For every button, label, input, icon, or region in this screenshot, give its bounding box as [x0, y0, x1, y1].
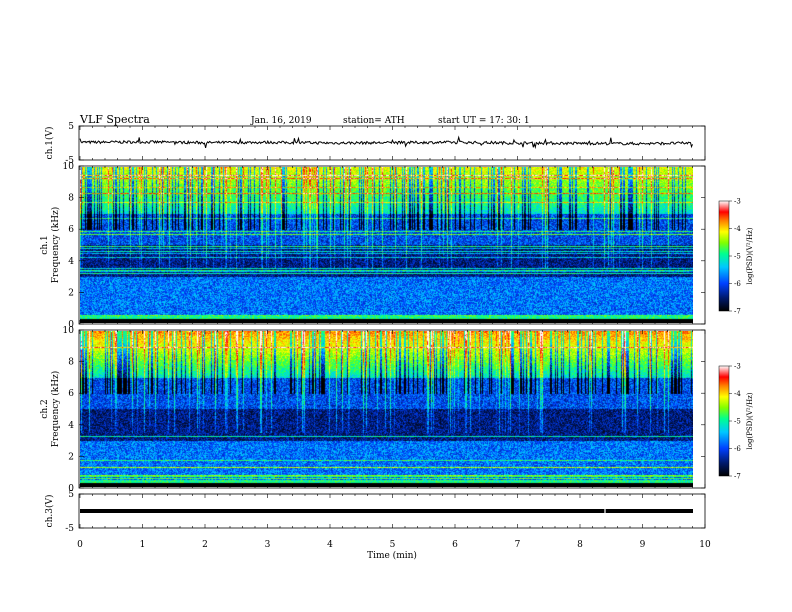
ch1-spectrogram-ylabel-channel: ch.1 — [40, 235, 50, 254]
x-tick-label: 9 — [640, 540, 646, 550]
ch1-colorbar-label: log(PSD)(V²/Hz) — [746, 227, 754, 284]
ch2-spectrogram — [80, 331, 693, 487]
ch3-waveform-ytick-label: 5 — [68, 490, 74, 500]
ch1-spectrogram-ytick-label: 10 — [63, 162, 75, 172]
x-tick-label: 3 — [265, 540, 271, 550]
ch1-spectrogram-ytick-label: 0 — [68, 320, 74, 330]
x-tick-label: 2 — [202, 540, 208, 550]
ch2-spectrogram-ytick-label: 6 — [68, 389, 74, 399]
colorbar-tick-label: -5 — [734, 418, 741, 426]
x-tick-label: 6 — [452, 540, 458, 550]
ch1-spectrogram-ytick-label: 2 — [68, 288, 74, 298]
colorbar-tick-label: -3 — [734, 198, 741, 206]
ch3-waveform-ytick-label: -5 — [65, 524, 74, 534]
colorbar-tick-label: -6 — [734, 445, 741, 453]
ch2-spectrogram-ytick-label: 2 — [68, 452, 74, 462]
ch1-spectrogram — [80, 167, 693, 323]
figure-title: VLF Spectra — [79, 113, 150, 126]
colorbar-tick-label: -4 — [734, 225, 741, 233]
ch1-spectrogram-ytick-label: 6 — [68, 225, 74, 235]
ch1-waveform-ytick-label: 5 — [68, 122, 74, 132]
colorbar-tick-label: -6 — [734, 280, 741, 288]
ch1-spectrogram-ytick-label: 8 — [68, 194, 74, 204]
colorbar-tick-label: -7 — [734, 308, 741, 316]
x-tick-label: 7 — [515, 540, 521, 550]
x-tick-label: 10 — [699, 540, 711, 550]
x-tick-label: 1 — [140, 540, 146, 550]
x-tick-label: 0 — [77, 540, 83, 550]
ch3-waveform-frame — [78, 493, 706, 529]
header-start-time: start UT = 17: 30: 1 — [438, 116, 530, 126]
ch1-spectrogram-frame — [78, 165, 706, 325]
ch2-spectrogram-ylabel-frequency: Frequency (kHz) — [50, 371, 61, 448]
ch1-waveform-ytick-label: -5 — [65, 156, 74, 166]
ch2-spectrogram-ylabel-channel: ch.2 — [40, 399, 50, 418]
x-tick-label: 4 — [327, 540, 333, 550]
ch1-colorbar — [718, 200, 730, 312]
header-date: Jan. 16, 2019 — [250, 116, 312, 126]
ch2-spectrogram-ytick-label: 0 — [68, 484, 74, 494]
ch3-waveform-trace — [80, 509, 693, 513]
ch2-spectrogram-ytick-label: 10 — [63, 326, 75, 336]
colorbar-tick-label: -7 — [734, 473, 741, 481]
x-axis-title: Time (min) — [367, 550, 417, 561]
ch2-spectrogram-ytick-label: 4 — [68, 421, 74, 431]
ch1-waveform-frame — [78, 125, 706, 161]
ch2-spectrogram-ytick-label: 8 — [68, 358, 74, 368]
ch1-spectrogram-ytick-label: 4 — [68, 257, 74, 267]
colorbar-tick-label: -4 — [734, 390, 741, 398]
x-tick-label: 5 — [390, 540, 396, 550]
colorbar-tick-label: -5 — [734, 253, 741, 261]
ch1-waveform-trace — [79, 135, 693, 150]
ch2-colorbar — [718, 365, 730, 477]
colorbar-tick-label: -3 — [734, 363, 741, 371]
header-station: station= ATH — [343, 116, 405, 126]
ch1-waveform-ylabel: ch.1(V) — [44, 127, 55, 160]
x-tick-label: 8 — [577, 540, 583, 550]
ch2-colorbar-label: log(PSD)(V²/Hz) — [746, 392, 754, 449]
ch2-spectrogram-frame — [78, 329, 706, 489]
ch1-spectrogram-ylabel-frequency: Frequency (kHz) — [50, 207, 61, 284]
ch3-waveform-ylabel: ch.3(V) — [44, 495, 55, 528]
